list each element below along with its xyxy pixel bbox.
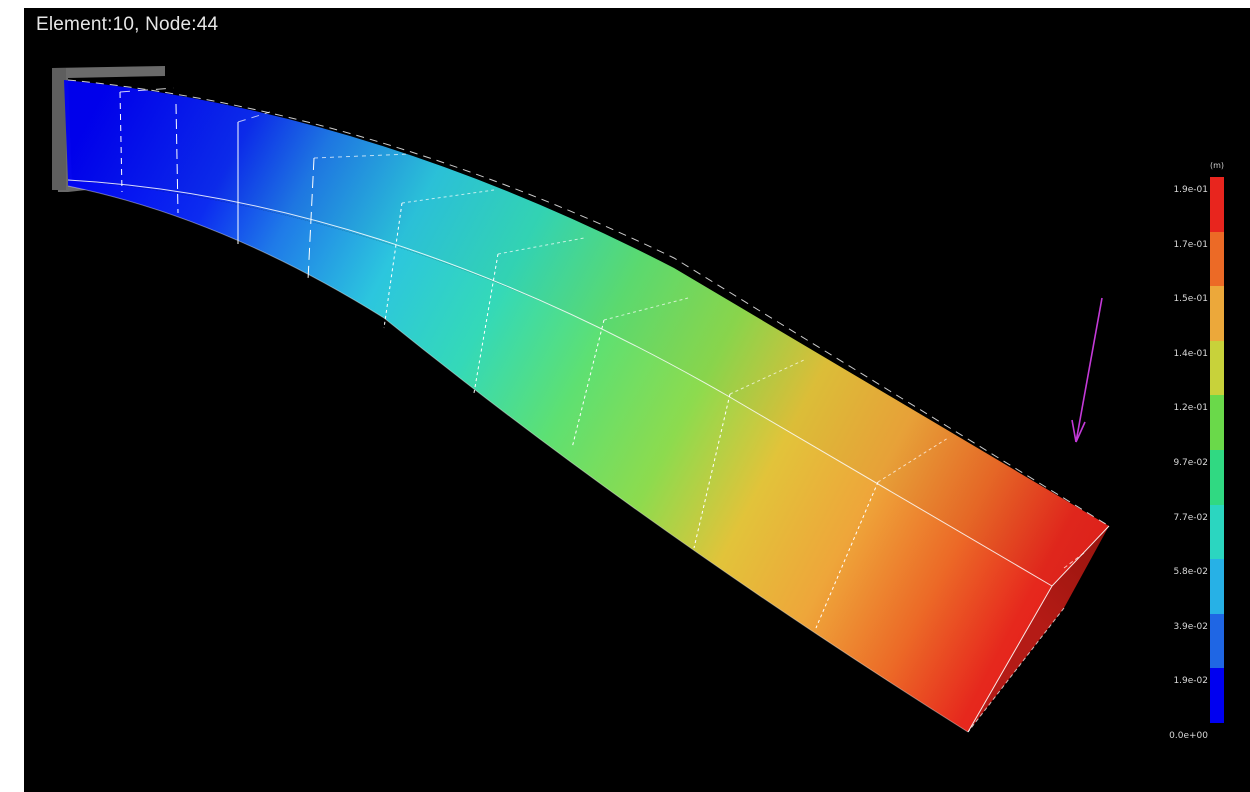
beam-top-face [64,80,1109,586]
legend-tick-label: 1.5e-01 [1173,294,1208,305]
legend-unit-label: (m) [1210,161,1225,170]
legend-tick-label: 0.0e+00 [1169,731,1208,741]
fixed-support-icon [52,66,165,192]
legend-tick-label: 1.7e-01 [1173,239,1208,250]
selection-status: Element:10, Node:44 [36,14,219,35]
color-legend-bar [1210,177,1224,723]
fem-viewport[interactable]: Element:10, Node:44 (m) 1.9e-01 1.7e-01 1.… [24,8,1250,792]
mesh-lines [67,79,1110,733]
legend-color-segment [1210,559,1224,614]
color-legend-labels: 1.9e-01 1.7e-01 1.5e-01 1.4e-01 1.2e-01 9.7e-… [1158,177,1208,741]
legend-color-segment [1210,613,1224,669]
legend-color-segment [1210,231,1224,287]
legend-tick-label: 1.4e-01 [1173,348,1208,359]
load-arrow-icon [1071,297,1103,443]
fem-scene[interactable] [24,8,1250,792]
legend-tick-label: 7.7e-02 [1173,512,1208,523]
legend-color-segment [1210,340,1224,396]
deformed-beam [64,80,1109,732]
legend-tick-label: 1.2e-01 [1173,403,1208,414]
legend-color-segment [1210,504,1224,560]
legend-tick-label: 3.9e-02 [1173,621,1208,632]
legend-color-segment [1210,668,1224,723]
legend-color-segment [1210,449,1224,505]
legend-tick-label: 1.9e-01 [1173,185,1208,195]
legend-color-segment [1210,177,1224,232]
legend-tick-label: 5.8e-02 [1173,567,1208,578]
beam-end-face [968,526,1109,732]
legend-color-segment [1210,286,1224,341]
legend-tick-label: 9.7e-02 [1173,458,1208,468]
legend-tick-label: 1.9e-02 [1173,676,1208,687]
legend-color-segment [1210,395,1224,450]
beam-side-face [68,180,1052,732]
